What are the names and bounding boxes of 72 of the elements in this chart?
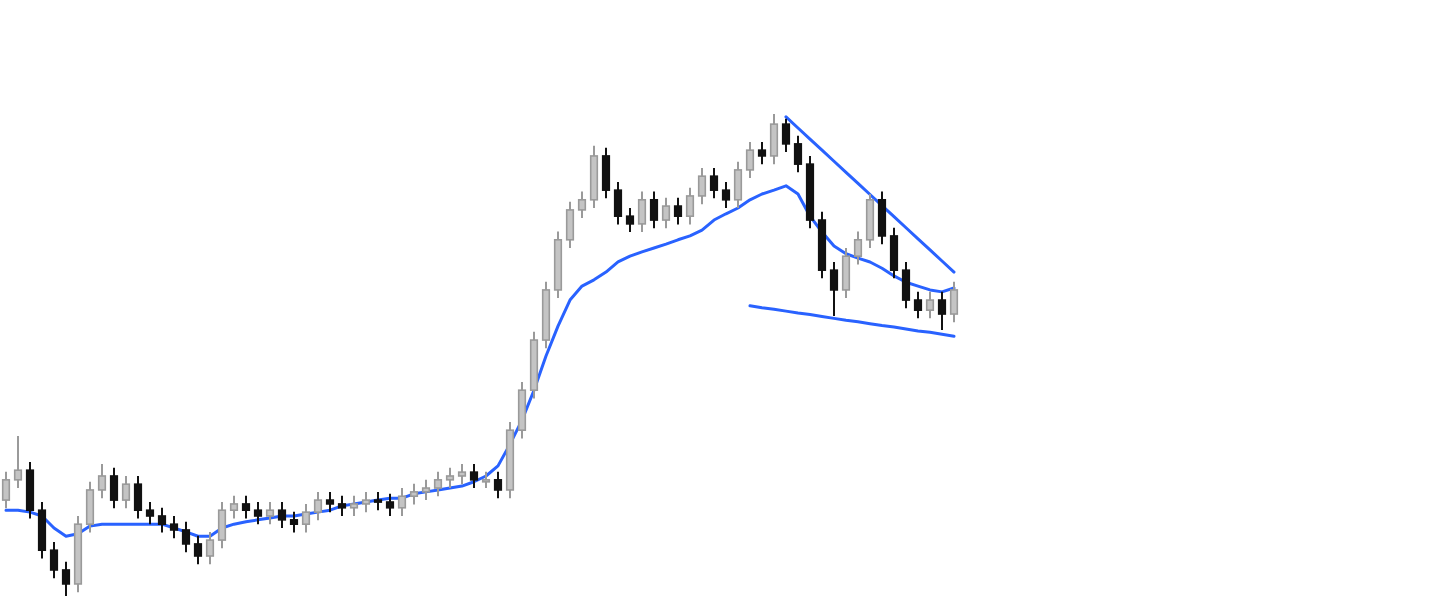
candlestick <box>37 501 47 560</box>
candlestick <box>349 494 359 517</box>
candlestick <box>373 490 383 512</box>
candlestick <box>949 280 959 324</box>
candlestick <box>781 117 791 154</box>
candlestick <box>313 490 323 522</box>
candlestick <box>217 501 227 550</box>
candlestick <box>121 474 131 510</box>
candlestick <box>325 490 335 514</box>
candlestick <box>1 470 11 510</box>
candlestick <box>445 466 455 490</box>
candlestick <box>409 482 419 506</box>
candlestick <box>421 478 431 502</box>
candlestick <box>625 206 635 234</box>
candlestick <box>889 226 899 280</box>
candlestick <box>193 534 203 566</box>
candlestick <box>829 260 839 317</box>
candlestick <box>901 260 911 310</box>
candlestick <box>649 190 659 230</box>
candlestick <box>61 560 71 597</box>
candlestick <box>205 530 215 566</box>
candlestick <box>229 494 239 520</box>
candlestick <box>601 146 611 200</box>
candlestick <box>793 134 803 174</box>
candlestick <box>577 190 587 220</box>
candlestick <box>265 501 275 526</box>
candlestick <box>181 520 191 554</box>
candlestick <box>733 160 743 209</box>
candlestick <box>697 166 707 206</box>
candlestick <box>109 466 119 510</box>
candlestick <box>493 470 503 500</box>
candlestick <box>433 470 443 498</box>
candlestick <box>241 494 251 520</box>
candlestick <box>385 492 395 517</box>
candlestick <box>925 290 935 320</box>
candlestick <box>361 490 371 514</box>
candlestick <box>709 166 719 200</box>
candlestick <box>865 193 875 249</box>
candlestick <box>157 506 167 534</box>
candlestick <box>133 474 143 520</box>
candlestick <box>49 541 59 580</box>
candlestick <box>85 480 95 534</box>
candlestick <box>757 140 767 166</box>
candlestick <box>469 462 479 490</box>
candlestick <box>589 144 599 209</box>
candlestick <box>289 510 299 534</box>
candlestick <box>337 494 347 517</box>
candlestick <box>253 501 263 526</box>
candlestick <box>25 461 35 520</box>
candlestick <box>169 514 179 540</box>
candlestick <box>661 196 671 230</box>
candlestick <box>145 501 155 526</box>
candlestick <box>637 190 647 234</box>
candlestick <box>301 502 311 534</box>
candlestick <box>673 196 683 226</box>
candlestick <box>913 290 923 320</box>
candlestick <box>97 462 107 500</box>
candlestick <box>937 290 947 331</box>
candlestick <box>841 247 851 300</box>
candlestick <box>685 186 695 226</box>
candlestick <box>457 462 467 486</box>
candlestick <box>769 113 779 166</box>
candlestick <box>565 200 575 249</box>
candlestick <box>517 380 527 440</box>
candlestick <box>397 487 407 517</box>
candlestick <box>721 180 731 209</box>
candlestick <box>745 140 755 180</box>
candlestick <box>277 501 287 530</box>
candlestick <box>853 230 863 266</box>
candlestick <box>613 180 623 226</box>
candlestick <box>877 190 887 246</box>
candlestick <box>13 434 23 490</box>
